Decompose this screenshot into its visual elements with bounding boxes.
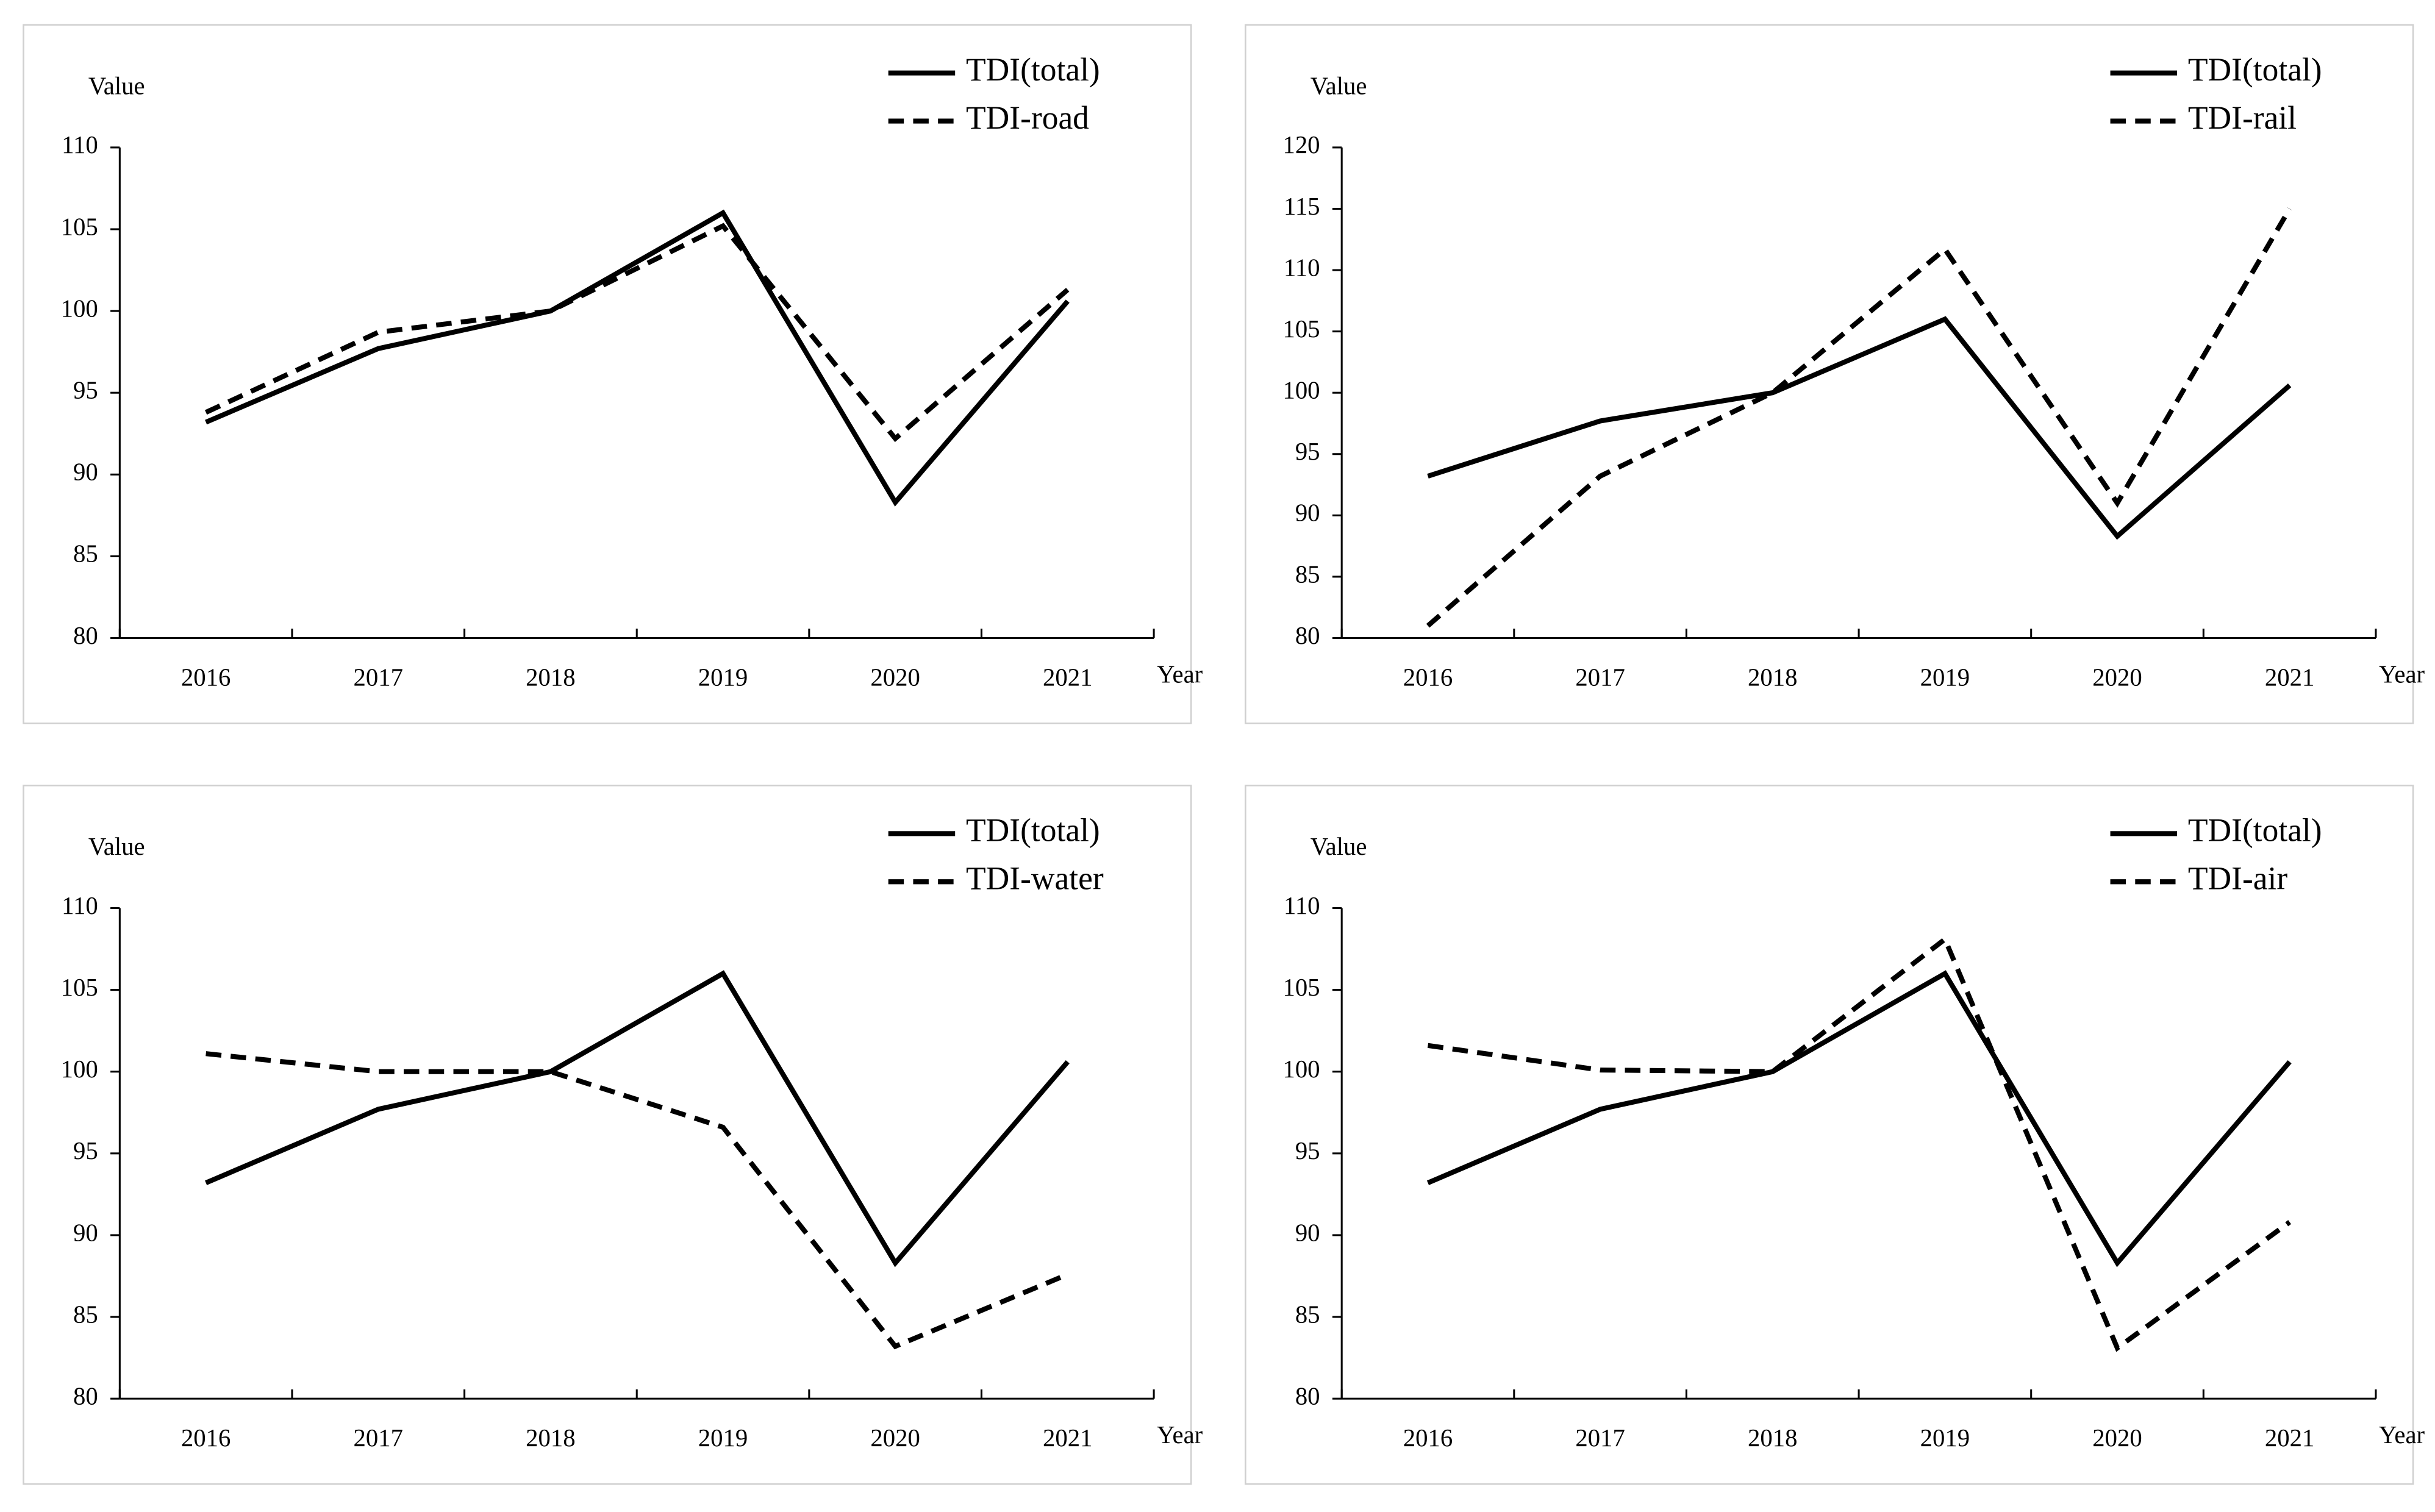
y-tick-label: 90 (73, 1219, 98, 1246)
y-tick-label: 95 (73, 1137, 98, 1164)
y-tick-label: 95 (1295, 1137, 1320, 1164)
data-line (1427, 935, 2292, 1352)
x-tick-label: 2020 (870, 664, 920, 691)
y-tick-label: 100 (1282, 377, 1320, 404)
x-tick-label: 2016 (181, 1424, 231, 1452)
data-line (205, 209, 1070, 507)
x-tick-label: 2019 (1920, 1424, 1970, 1452)
y-tick-label: 105 (61, 213, 98, 240)
data-line (1426, 207, 2292, 628)
data-line (204, 223, 1070, 443)
data-line (206, 1051, 1069, 1350)
y-tick-label: 80 (1295, 622, 1320, 649)
legend-label: TDI-water (966, 860, 1104, 897)
legend-label: TDI(total) (2188, 51, 2322, 88)
y-axis-label: Value (88, 72, 145, 99)
y-tick-label: 90 (1295, 1219, 1320, 1246)
panel-border (23, 24, 1192, 724)
x-tick-label: 2017 (354, 1424, 403, 1452)
y-tick-label: 80 (73, 1382, 98, 1410)
legend-label: TDI-rail (2188, 99, 2297, 136)
x-tick-label: 2021 (2265, 664, 2314, 691)
data-line (205, 970, 1070, 1268)
y-tick-label: 110 (1284, 254, 1320, 281)
y-tick-label: 100 (61, 1055, 98, 1083)
legend-label: TDI(total) (966, 51, 1100, 88)
y-tick-label: 110 (62, 892, 98, 919)
y-tick-label: 110 (62, 131, 98, 159)
legend-label: TDI(total) (2188, 812, 2322, 849)
panel-border (1245, 24, 2414, 724)
y-axis-label: Value (1310, 72, 1367, 99)
x-tick-label: 2017 (1575, 1424, 1625, 1452)
x-tick-label: 2018 (1748, 1424, 1797, 1452)
chart-panel: 80 85 90 95 100 105 110 2016 2017 2018 2019 2020 202… (23, 785, 1203, 1485)
x-tick-label: 2021 (1043, 1424, 1092, 1452)
y-tick-label: 95 (73, 377, 98, 404)
panel-border (1245, 785, 2414, 1485)
x-tick-label: 2019 (698, 1424, 748, 1452)
data-line (1427, 316, 2292, 540)
x-tick-label: 2020 (2092, 1424, 2142, 1452)
x-tick-label: 2018 (1748, 664, 1797, 691)
y-tick-label: 85 (73, 1300, 98, 1328)
y-tick-label: 100 (61, 294, 98, 322)
x-axis-label: Year (1157, 660, 1203, 688)
x-tick-label: 2016 (1403, 664, 1453, 691)
x-tick-label: 2016 (1403, 1424, 1453, 1452)
x-tick-label: 2017 (354, 664, 403, 691)
y-tick-label: 105 (1282, 315, 1320, 343)
chart-panel: 80 85 90 95 100 105 110 2016 2017 2018 2019 2020 202… (1245, 785, 2425, 1485)
x-tick-label: 2017 (1575, 664, 1625, 691)
y-tick-label: 90 (1295, 499, 1320, 527)
chart-panel: 80 85 90 95 100 105 110 2016 2017 2018 2019 2020 202… (23, 24, 1203, 724)
x-tick-label: 2018 (526, 664, 575, 691)
y-tick-label: 105 (61, 974, 98, 1001)
legend-label: TDI-road (966, 99, 1089, 136)
x-tick-label: 2018 (526, 1424, 575, 1452)
y-tick-label: 100 (1282, 1055, 1320, 1083)
x-axis-label: Year (2379, 660, 2425, 688)
panel-border (23, 785, 1192, 1485)
legend-label: TDI-air (2188, 860, 2287, 897)
y-tick-label: 105 (1282, 974, 1320, 1001)
x-tick-label: 2020 (870, 1424, 920, 1452)
x-axis-label: Year (1157, 1421, 1203, 1449)
y-axis-label: Value (88, 833, 145, 860)
y-tick-label: 95 (1295, 438, 1320, 465)
x-tick-label: 2016 (181, 664, 231, 691)
y-tick-label: 115 (1284, 193, 1320, 220)
y-tick-label: 80 (1295, 1382, 1320, 1410)
chart-panel: 80 85 90 95 100 105 110 115 120 2016 2017 2018 2019 2… (1245, 24, 2425, 724)
data-line (1426, 970, 2292, 1268)
x-tick-label: 2021 (2265, 1424, 2314, 1452)
y-tick-label: 85 (1295, 560, 1320, 588)
y-tick-label: 80 (73, 622, 98, 649)
legend-label: TDI(total) (966, 812, 1100, 849)
y-axis-label: Value (1310, 833, 1367, 860)
x-tick-label: 2019 (698, 664, 748, 691)
x-tick-label: 2021 (1043, 664, 1092, 691)
y-tick-label: 90 (73, 458, 98, 486)
y-tick-label: 85 (73, 540, 98, 568)
y-tick-label: 120 (1282, 131, 1320, 159)
y-tick-label: 110 (1284, 892, 1320, 919)
x-axis-label: Year (2379, 1421, 2425, 1449)
x-tick-label: 2019 (1920, 664, 1970, 691)
x-tick-label: 2020 (2092, 664, 2142, 691)
y-tick-label: 85 (1295, 1300, 1320, 1328)
